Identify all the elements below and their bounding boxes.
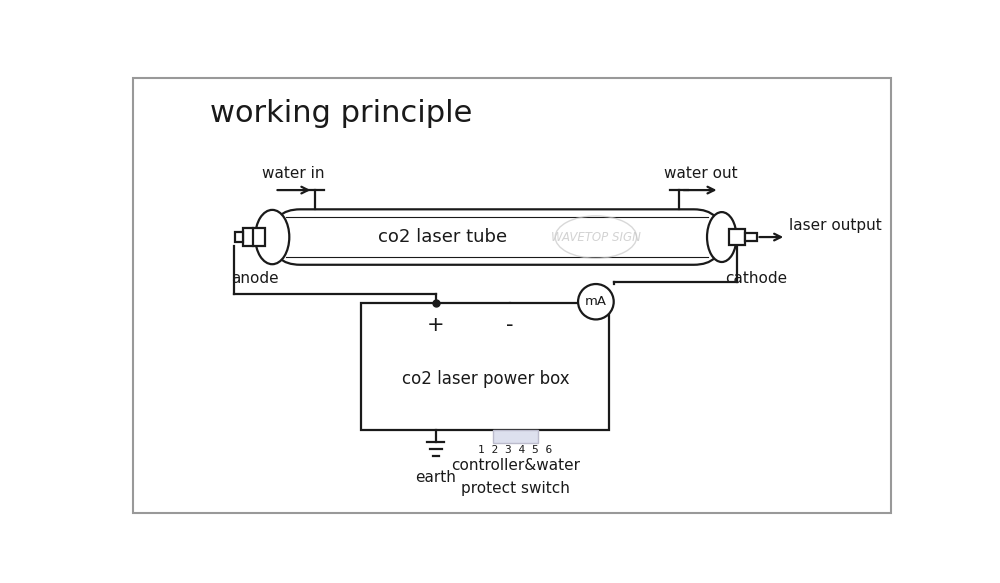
Text: -: - (506, 315, 514, 335)
Bar (243, 228, 264, 246)
Bar (361, 303, 609, 430)
Bar (235, 231, 243, 243)
Bar (729, 229, 745, 245)
Text: mA: mA (585, 295, 607, 308)
Text: controller&water: controller&water (451, 458, 580, 473)
FancyBboxPatch shape (272, 209, 722, 265)
Text: anode: anode (231, 271, 279, 286)
Text: working principle: working principle (210, 99, 473, 128)
Text: 1 2 3 4 5 6: 1 2 3 4 5 6 (478, 445, 552, 455)
Text: protect switch: protect switch (461, 481, 570, 496)
Text: co2 laser power box: co2 laser power box (402, 371, 569, 388)
Text: WAVETOP SIGN: WAVETOP SIGN (551, 230, 641, 244)
Text: earth: earth (415, 470, 456, 486)
Text: water out: water out (664, 166, 738, 181)
Text: laser output: laser output (789, 218, 882, 233)
Bar (745, 233, 757, 241)
Text: water in: water in (262, 166, 324, 181)
Text: +: + (427, 315, 445, 335)
Text: cathode: cathode (726, 271, 788, 286)
Circle shape (578, 284, 614, 319)
Ellipse shape (255, 210, 289, 264)
Text: co2 laser tube: co2 laser tube (378, 228, 508, 246)
FancyBboxPatch shape (493, 430, 538, 442)
Ellipse shape (707, 212, 736, 262)
